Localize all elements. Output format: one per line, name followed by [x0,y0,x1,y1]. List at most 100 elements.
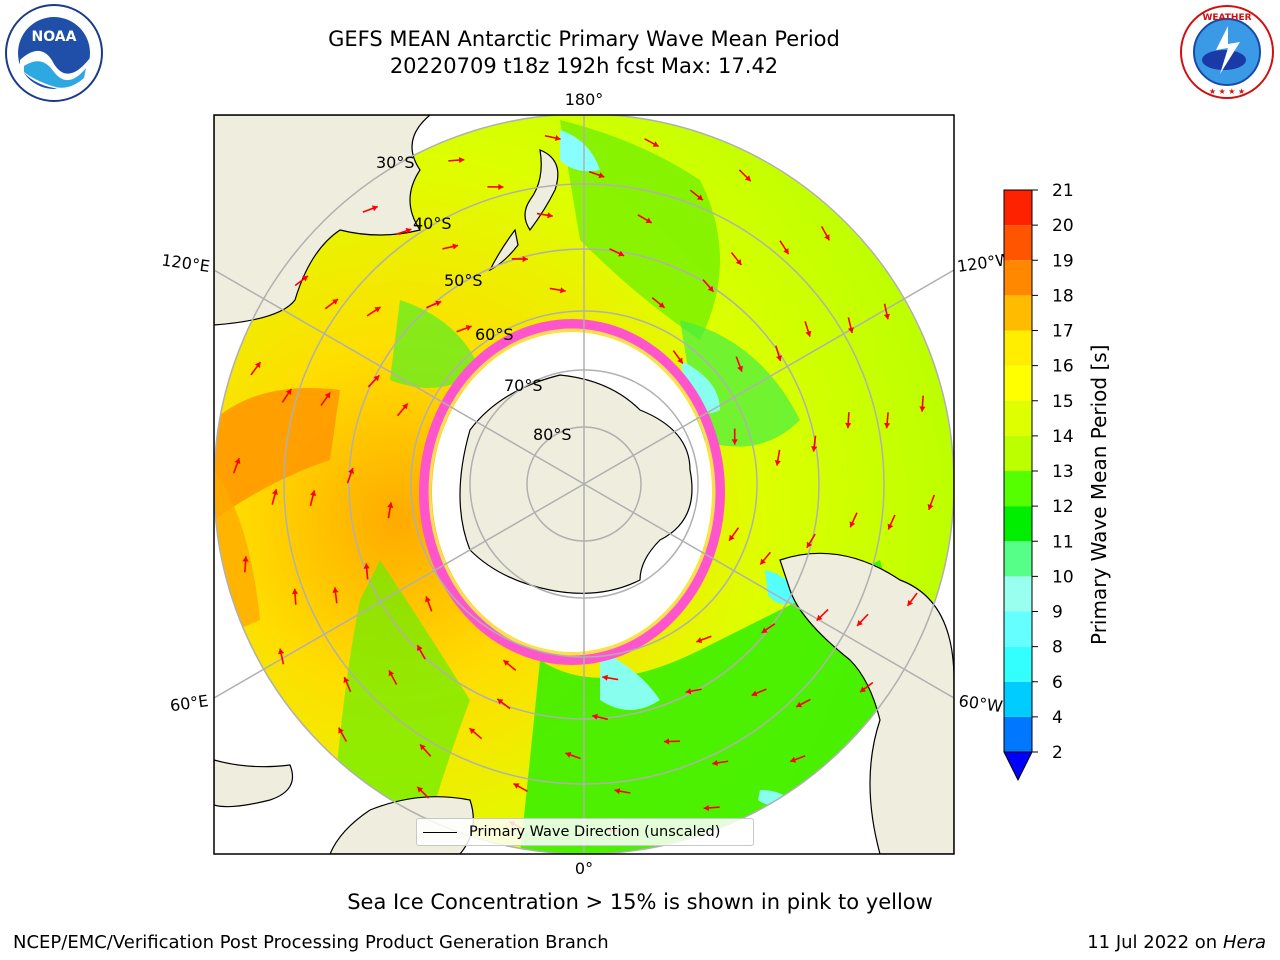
colorbar-segment [1004,716,1032,752]
lon-label-0: 0° [575,859,593,878]
wave-arrow-head [729,534,735,541]
footer-date: 11 Jul 2022 on Hera [1087,932,1266,953]
wave-arrow-head [291,588,299,595]
wave-arrow-head [847,327,854,334]
wave-arrow-head [618,250,625,257]
colorbar-segment [1004,295,1032,331]
wave-arrow-head [332,587,339,593]
lon-label-120e: 120°E [160,250,211,276]
wave-arrow-head [737,365,743,372]
wave-arrow-head [363,563,370,569]
colorbar-segment [1004,330,1032,366]
wave-arrow-head [602,674,608,681]
wave-arrow-head [760,558,766,565]
wave-arrow-head [919,406,926,412]
colorbar-tick-label: 18 [1052,286,1074,306]
wave-arrow-head [388,670,395,677]
wave-arrow-head [824,234,830,241]
wave-arrow-head [402,403,408,410]
lon-label-180: 180° [565,90,604,109]
wave-arrow-head [417,645,423,652]
wave-arrow-head [696,637,703,643]
colorbar-tick-label: 20 [1052,216,1074,236]
colorbar-segment [1004,260,1032,296]
colorbar-segment [1004,611,1032,647]
lat-label-50s: 50°S [444,271,483,290]
wave-arrow-head [735,259,742,265]
wave-arrow-head [285,388,292,395]
wave-arrow-head [776,355,782,362]
colorbar: 2 4 6 8 9 10 11 12 13 14 15 16 17 18 19 20 21 [1003,181,1074,782]
colorbar-label: Primary Wave Mean Period [s] [1087,345,1111,646]
wave-arrow-head [816,614,823,621]
antarctica [459,374,693,594]
lat-label-60s: 60°S [475,325,514,344]
colorbar-tick-label: 13 [1052,462,1074,482]
colorbar-tick-label: 14 [1052,427,1074,447]
wave-arrow-head [513,783,520,789]
chart-title-line1: GEFS MEAN Antarctic Primary Wave Mean Pe… [328,27,840,51]
colorbar-segment [1004,471,1032,507]
colorbar-tick-label: 4 [1052,708,1063,728]
wave-arrow-head [696,194,703,201]
wave-arrow-head [310,490,317,497]
colorbar-segment [1004,400,1032,436]
noaa-logo: NOAA [5,4,103,102]
wave-arrow-head [761,627,768,633]
nws-logo: WEATHER ★ ★ ★ ★ [1180,5,1274,99]
wave-arrow-head [452,243,459,250]
wave-arrow-head [592,713,598,720]
wave-arrow-head [373,375,380,382]
colorbar-tick-label: 16 [1052,357,1074,377]
wave-arrow-head [302,275,308,282]
wave-arrow-head [645,217,652,223]
wave-arrow-head [703,804,710,812]
wave-arrow-head [731,439,738,445]
wave-arrow-head [498,183,504,191]
wave-arrow-head [857,620,863,626]
wave-arrow-head [707,285,714,292]
colorbar-tick-label: 15 [1052,392,1074,412]
wave-arrow-head [805,330,812,337]
legend-label: Primary Wave Direction (unscaled) [469,824,721,840]
colorbar-tick-label: 8 [1052,638,1063,658]
colorbar-tick-label: 19 [1052,251,1074,271]
wave-arrow-head [234,458,241,465]
wave-arrow-head [458,156,465,164]
wave-arrow-head [806,541,813,548]
chart-title-line2: 20220709 t18z 192h fcst Max: 17.42 [389,54,779,78]
wave-arrow-head [420,744,426,751]
wave-arrow-head [371,205,378,212]
wave-arrow-head [790,756,797,763]
wave-arrow-head [614,788,621,795]
wave-arrow-head [565,751,572,758]
wave-arrow-head [811,446,818,452]
footer-date-text: 11 Jul 2022 on [1087,932,1223,953]
wave-arrow-head [405,227,412,234]
wave-arrow-head [663,738,670,745]
wave-arrow-head [598,172,605,179]
colorbar-segment [1004,190,1032,226]
colorbar-segment [1004,681,1032,717]
wave-arrow-head [677,357,683,364]
wave-arrow-head [278,648,285,655]
wave-arrow-head [860,686,866,693]
sea-ice-edge [419,319,725,665]
lat-label-30s: 30°S [376,153,415,172]
wave-arrow-head [652,141,659,147]
colorbar-tick-label: 2 [1052,743,1063,763]
colorbar-tick-label: 21 [1052,181,1074,201]
wave-arrow-head [425,596,431,603]
footer-machine: Hera [1222,932,1266,953]
wave-arrow-head [503,660,510,666]
wave-arrow-head [242,556,249,562]
sea-ice-note: Sea Ice Concentration > 15% is shown in … [347,890,933,914]
wave-arrow-head [884,422,891,429]
colorbar-segment [1004,541,1032,577]
wave-arrow-head [338,727,344,734]
lon-label-60w: 60°W [957,691,1004,716]
wave-arrow-head [783,248,789,255]
wave-arrow-head [332,299,339,305]
graticule [214,115,954,854]
